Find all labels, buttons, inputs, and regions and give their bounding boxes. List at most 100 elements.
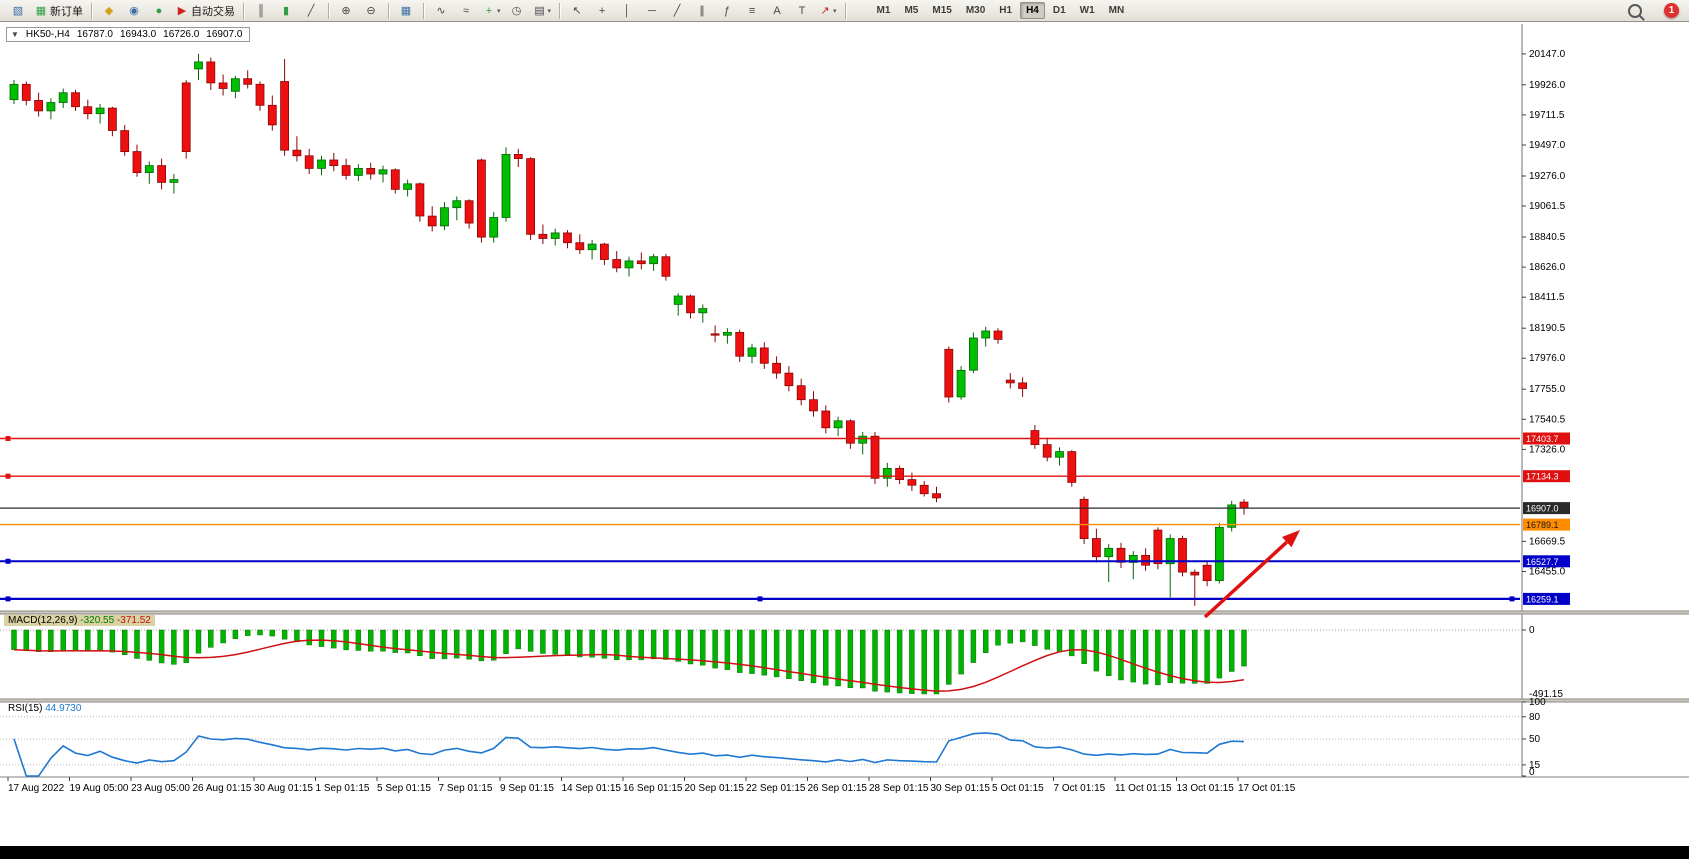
grid-icon: ≡ (748, 4, 756, 17)
zoom-in-button[interactable]: ⊕ (334, 1, 358, 21)
toolbar-separator (423, 2, 424, 19)
new-order-label: 新订单 (50, 5, 83, 18)
tf-MN[interactable]: MN (1108, 5, 1125, 16)
bar-chart-icon: ║ (257, 4, 265, 17)
arrows-tool-button[interactable]: ↗ ▾ (815, 1, 840, 21)
svg-text:19061.5: 19061.5 (1529, 201, 1566, 212)
tf-W1[interactable]: W1 (1079, 5, 1095, 16)
toolbar-separator (844, 2, 846, 19)
toolbar-separator (91, 2, 92, 19)
arrow-tool-icon: ↗ (820, 4, 830, 17)
add-indicator-button[interactable]: + ▾ (479, 1, 504, 21)
channel-tool-button[interactable]: ∥ (690, 1, 714, 21)
svg-text:17 Oct 01:15: 17 Oct 01:15 (1238, 783, 1296, 794)
tf-M15[interactable]: M15 (932, 5, 952, 16)
autotrade-icon: ▶ (177, 4, 187, 17)
candle-chart-icon: ▮ (282, 4, 290, 17)
autotrade-button[interactable]: ▶ 自动交易 (172, 1, 238, 21)
svg-text:1 Sep 01:15: 1 Sep 01:15 (316, 783, 370, 794)
rsi-indicator-label[interactable]: RSI(15) 44.9730 (4, 703, 85, 714)
svg-text:17976.0: 17976.0 (1529, 353, 1566, 364)
svg-text:17540.5: 17540.5 (1529, 414, 1566, 425)
candles (9, 53, 1249, 606)
chart-properties-icon: ▤ (534, 4, 545, 17)
collapse-arrow-icon[interactable]: ▼ (11, 30, 19, 39)
indicators-icon: ∿ (436, 4, 446, 17)
candle-chart-button[interactable]: ▮ (274, 1, 298, 21)
timeframe-buttons: M1 M5 M15 M30 H1 H4 D1 W1 MN (871, 2, 1131, 19)
svg-text:18411.5: 18411.5 (1529, 292, 1565, 303)
svg-text:0: 0 (1529, 767, 1535, 778)
tf-H1[interactable]: H1 (999, 5, 1013, 16)
svg-text:30 Sep 01:15: 30 Sep 01:15 (931, 783, 991, 794)
trend-arrow[interactable] (1203, 530, 1300, 619)
rsi-title: RSI(15) (8, 703, 43, 714)
toolbar-separator (559, 2, 561, 19)
macd-histogram (11, 629, 1247, 695)
indicator-windows-icon: ≈ (462, 4, 470, 17)
bar-chart-button[interactable]: ║ (249, 1, 273, 21)
vertical-line-tool-button[interactable]: │ (615, 1, 639, 21)
channel-icon: ∥ (699, 4, 705, 17)
crosshair-tool-button[interactable]: + (590, 1, 614, 21)
new-order-button[interactable]: ▦ 新订单 (31, 1, 86, 21)
chart-title-box[interactable]: ▼ HK50-,H4 16787.0 16943.0 16726.0 16907… (6, 27, 251, 42)
fibonacci-icon: ƒ (723, 4, 731, 17)
svg-text:19 Aug 05:00: 19 Aug 05:00 (70, 783, 129, 794)
favorites-button[interactable]: ◆ (97, 1, 121, 21)
profile-button[interactable]: ◉ (122, 1, 146, 21)
cursor-tool-button[interactable]: ↖ (565, 1, 589, 21)
indicator-windows-button[interactable]: ≈ (454, 1, 478, 21)
svg-text:14 Sep 01:15: 14 Sep 01:15 (562, 783, 622, 794)
svg-text:17403.7: 17403.7 (1526, 434, 1559, 444)
zoom-out-button[interactable]: ⊖ (359, 1, 383, 21)
tf-D1[interactable]: D1 (1052, 5, 1066, 16)
notification-badge[interactable]: 1 (1664, 3, 1679, 18)
svg-text:17755.0: 17755.0 (1529, 384, 1566, 395)
search-button[interactable] (1623, 1, 1647, 21)
tile-windows-button[interactable]: ▦ (394, 1, 418, 21)
line-chart-button[interactable]: ╱ (299, 1, 323, 21)
svg-text:19926.0: 19926.0 (1529, 80, 1566, 91)
macd-signal-value: -371.52 (116, 615, 151, 626)
grid-tool-button[interactable]: ≡ (740, 1, 764, 21)
svg-text:11 Oct 01:15: 11 Oct 01:15 (1115, 783, 1172, 794)
search-icon (1628, 3, 1642, 18)
macd-indicator-label[interactable]: MACD(12,26,9) -320.55 -371.52 (4, 615, 155, 626)
chart-symbol-label: HK50-,H4 (25, 29, 70, 40)
zoom-out-icon: ⊖ (366, 4, 376, 17)
horizontal-lines[interactable]: 17403.7 17134.3 16907.0 16789.1 16527.7 16259… (0, 432, 1570, 605)
svg-text:7 Oct 01:15: 7 Oct 01:15 (1054, 783, 1106, 794)
trendline-tool-button[interactable]: ╱ (665, 1, 689, 21)
tf-M1[interactable]: M1 (876, 5, 891, 16)
favorites-icon: ◆ (104, 4, 114, 17)
svg-text:16 Sep 01:15: 16 Sep 01:15 (623, 783, 683, 794)
svg-text:16259.1: 16259.1 (1526, 594, 1559, 604)
horizontal-line-tool-button[interactable]: ─ (640, 1, 664, 21)
svg-text:16907.0: 16907.0 (1526, 504, 1559, 514)
tf-M5[interactable]: M5 (904, 5, 919, 16)
new-chart-button[interactable]: ▧ (6, 1, 30, 21)
chart-properties-button[interactable]: ▤ ▾ (530, 1, 555, 21)
svg-text:5 Oct 01:15: 5 Oct 01:15 (992, 783, 1044, 794)
tf-H4[interactable]: H4 (1020, 2, 1045, 19)
fibonacci-tool-button[interactable]: ƒ (715, 1, 739, 21)
svg-text:50: 50 (1529, 734, 1541, 745)
sound-button[interactable]: ● (147, 1, 171, 21)
svg-text:7 Sep 01:15: 7 Sep 01:15 (439, 783, 493, 794)
svg-text:19711.5: 19711.5 (1529, 110, 1565, 121)
new-chart-icon: ▧ (12, 4, 24, 17)
svg-text:9 Sep 01:15: 9 Sep 01:15 (500, 783, 554, 794)
svg-text:5 Sep 01:15: 5 Sep 01:15 (377, 783, 431, 794)
period-button[interactable]: ◷ (505, 1, 529, 21)
text-label-tool-button[interactable]: T (790, 1, 814, 21)
rsi-value: 44.9730 (45, 703, 82, 714)
tf-M30[interactable]: M30 (965, 5, 986, 16)
autotrade-label: 自动交易 (191, 5, 235, 18)
indicators-button[interactable]: ∿ (429, 1, 453, 21)
sound-icon: ● (155, 4, 163, 17)
horizontal-line-icon: ─ (648, 4, 656, 17)
time-axis: 17 Aug 2022 19 Aug 05:00 23 Aug 05:00 26 Au… (7, 777, 1296, 794)
trendline-icon: ╱ (673, 4, 681, 17)
text-tool-button[interactable]: A (765, 1, 789, 21)
